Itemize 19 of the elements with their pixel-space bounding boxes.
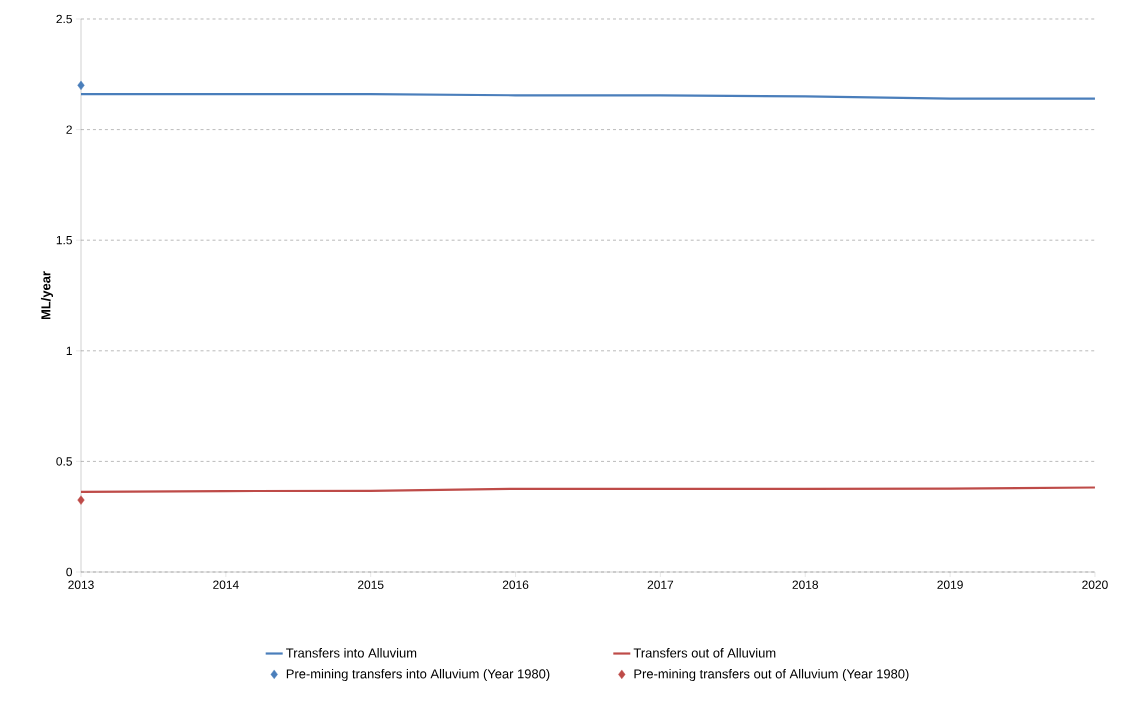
x-tick-label: 2013 <box>68 580 94 589</box>
legend-label: Transfers into Alluvium <box>286 648 417 658</box>
legend-label: Pre-mining transfers out of Alluvium (Year 1980) <box>634 668 909 682</box>
y-tick-label: 2.5 <box>56 14 72 24</box>
x-tick-label: 2014 <box>213 580 239 589</box>
y-tick-label: 0 <box>66 567 73 577</box>
y-tick-label: 1.5 <box>56 236 72 245</box>
legend-label: Transfers out of Alluvium <box>633 648 776 658</box>
x-tick-label: 2020 <box>1082 580 1108 589</box>
y-axis-title: ML/year <box>40 271 54 320</box>
x-tick-label: 2018 <box>792 580 819 589</box>
x-tick-label: 2015 <box>357 580 384 589</box>
x-tick-label: 2017 <box>647 580 674 589</box>
legend-label: Pre-mining transfers into Alluvium (Year 1980) <box>286 668 550 682</box>
y-tick-label: 0.5 <box>56 457 72 466</box>
x-tick-label: 2019 <box>937 580 963 589</box>
x-tick-label: 2016 <box>502 580 529 589</box>
y-tick-label: 1 <box>66 346 72 355</box>
y-tick-label: 2 <box>66 125 72 134</box>
